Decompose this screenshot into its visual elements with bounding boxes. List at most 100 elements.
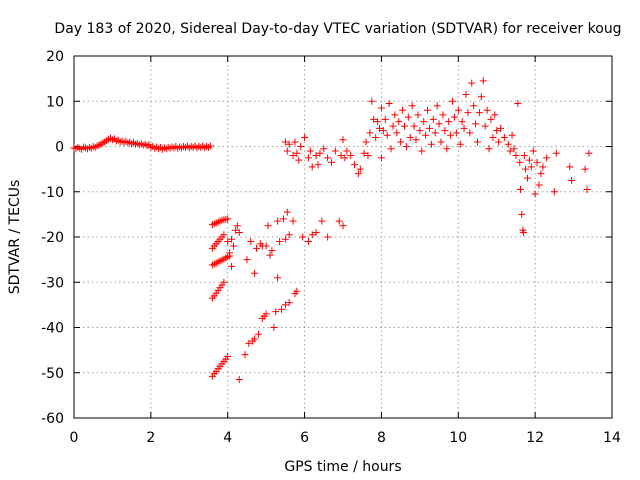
- axis-ticks: [73, 55, 613, 419]
- x-tick-labels: 0 2 4 6 8 10 12 14: [70, 430, 621, 446]
- data-point: [479, 77, 487, 85]
- data-point: [351, 161, 359, 169]
- data-point: [228, 262, 236, 270]
- data-point: [312, 152, 320, 160]
- y-tick-label: 10: [46, 94, 64, 110]
- y-tick-label: -50: [41, 366, 64, 382]
- data-point: [299, 233, 307, 241]
- data-point: [535, 181, 543, 189]
- x-tick-label: 6: [300, 430, 309, 446]
- data-point: [274, 217, 282, 225]
- data-point: [568, 176, 576, 184]
- data-point: [283, 147, 291, 155]
- data-point: [437, 138, 445, 146]
- data-point: [374, 118, 382, 126]
- data-point: [304, 154, 312, 162]
- data-point: [454, 106, 462, 114]
- y-tick-label: -30: [41, 275, 64, 291]
- data-point: [327, 158, 335, 166]
- y-tick-label: -20: [41, 230, 64, 246]
- data-point: [491, 111, 499, 119]
- data-point: [335, 217, 343, 225]
- data-point: [276, 238, 284, 246]
- data-point: [308, 163, 316, 171]
- data-point: [360, 149, 368, 157]
- y-tick-labels: -60 -50 -40 -30 -20 -10 0 10 20: [41, 49, 64, 427]
- data-point: [514, 100, 522, 108]
- data-point: [285, 140, 293, 148]
- data-point: [224, 352, 232, 360]
- data-point: [324, 154, 332, 162]
- data-point: [262, 242, 270, 250]
- data-point: [483, 106, 491, 114]
- data-points: [70, 77, 593, 384]
- data-point: [293, 287, 301, 295]
- data-point: [368, 97, 376, 105]
- y-tick-label: -10: [41, 185, 64, 201]
- data-point: [324, 233, 332, 241]
- x-tick-label: 0: [70, 430, 79, 446]
- data-point: [585, 149, 593, 157]
- data-point: [395, 118, 403, 126]
- data-point: [318, 217, 326, 225]
- grid: [74, 56, 612, 418]
- data-point: [143, 142, 151, 150]
- data-point: [583, 185, 591, 193]
- data-point: [397, 138, 405, 146]
- data-point: [376, 124, 384, 132]
- data-point: [416, 127, 424, 135]
- data-point: [410, 122, 418, 130]
- data-point: [402, 143, 410, 150]
- data-point: [241, 351, 249, 359]
- data-point: [493, 127, 501, 135]
- data-point: [362, 138, 370, 146]
- data-point: [251, 269, 259, 277]
- data-point: [475, 109, 483, 117]
- data-point: [508, 131, 516, 139]
- data-point: [245, 339, 253, 347]
- data-point: [525, 156, 533, 164]
- data-point: [291, 138, 299, 146]
- data-point: [279, 215, 287, 223]
- data-point: [281, 235, 289, 243]
- data-point: [385, 100, 393, 108]
- data-point: [481, 122, 489, 130]
- data-point: [253, 244, 261, 252]
- data-point: [306, 147, 314, 155]
- data-point: [281, 138, 289, 146]
- data-point: [381, 115, 389, 123]
- data-point: [429, 115, 437, 123]
- data-point: [460, 124, 468, 132]
- data-point: [399, 106, 407, 114]
- data-point: [439, 111, 447, 119]
- data-point: [539, 163, 547, 171]
- data-point: [272, 308, 280, 316]
- data-point: [474, 138, 481, 146]
- data-point: [472, 120, 480, 128]
- data-point: [262, 310, 270, 318]
- data-point: [270, 324, 278, 331]
- data-point: [495, 138, 503, 146]
- data-point: [425, 124, 433, 132]
- y-tick-label: -40: [41, 321, 64, 337]
- data-point: [487, 115, 495, 123]
- x-tick-label: 8: [377, 430, 386, 446]
- data-point: [285, 231, 293, 239]
- data-point: [452, 129, 460, 137]
- data-point: [420, 118, 428, 126]
- data-point: [533, 158, 541, 166]
- data-point: [295, 156, 303, 164]
- data-point: [412, 136, 420, 144]
- data-point: [520, 228, 528, 236]
- data-point: [389, 122, 397, 130]
- data-point: [512, 152, 520, 160]
- data-point: [447, 131, 455, 139]
- data-point: [566, 163, 574, 171]
- data-point: [364, 152, 372, 160]
- data-point: [304, 238, 312, 246]
- data-point: [356, 165, 364, 173]
- data-point: [289, 152, 297, 160]
- data-point: [458, 118, 466, 126]
- y-axis-label: SDTVAR / TECUs: [7, 180, 23, 295]
